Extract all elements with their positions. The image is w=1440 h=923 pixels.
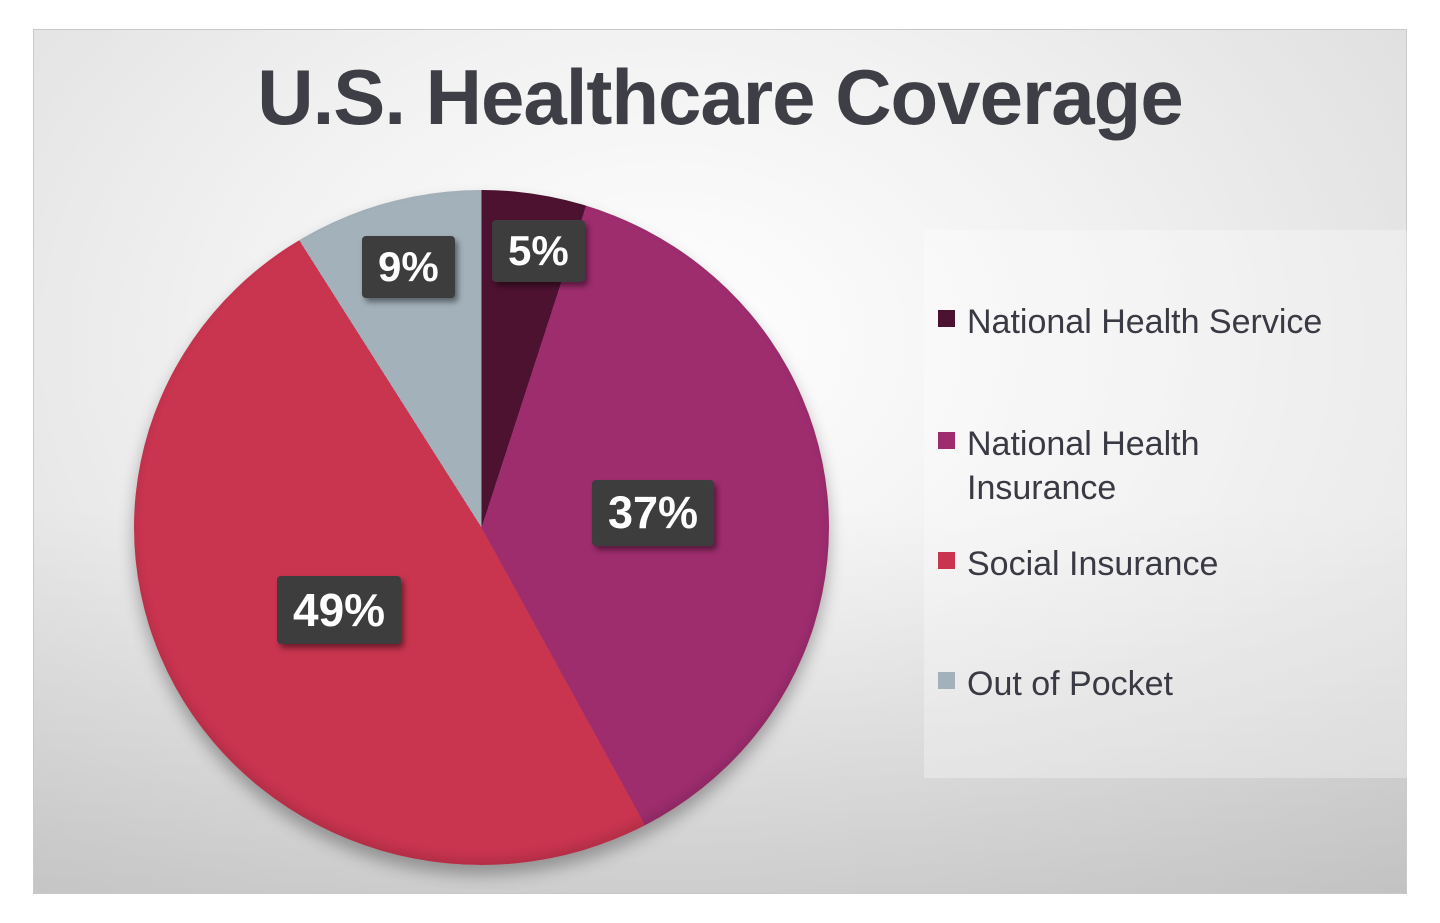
slice-label-out-of-pocket: 9%	[362, 236, 455, 298]
legend-label: National Health Insurance	[967, 425, 1200, 508]
legend-item-national-health-service: National Health Service	[938, 300, 1398, 344]
legend-marker-icon	[938, 310, 955, 327]
legend-item-out-of-pocket: Out of Pocket	[938, 662, 1398, 706]
slice-label-social-insurance: 49%	[277, 576, 402, 644]
legend: National Health Service National Health …	[924, 230, 1408, 778]
legend-item-national-health-insurance: National Health Insurance	[938, 422, 1318, 510]
pie-chart: 5% 37% 49% 9%	[134, 190, 829, 865]
chart-title: U.S. Healthcare Coverage	[257, 53, 1183, 141]
slide-background: U.S. Healthcare Coverage 5% 37% 49% 9% N…	[33, 29, 1408, 894]
slice-label-national-health-service: 5%	[492, 220, 585, 282]
legend-marker-icon	[938, 672, 955, 689]
pie-graphic	[134, 190, 829, 865]
legend-item-social-insurance: Social Insurance	[938, 542, 1398, 586]
legend-label: Social Insurance	[967, 545, 1219, 583]
legend-marker-icon	[938, 552, 955, 569]
legend-label: Out of Pocket	[967, 665, 1173, 703]
legend-label: National Health Service	[967, 303, 1323, 341]
slice-label-national-health-insurance: 37%	[592, 480, 715, 546]
legend-marker-icon	[938, 432, 955, 449]
